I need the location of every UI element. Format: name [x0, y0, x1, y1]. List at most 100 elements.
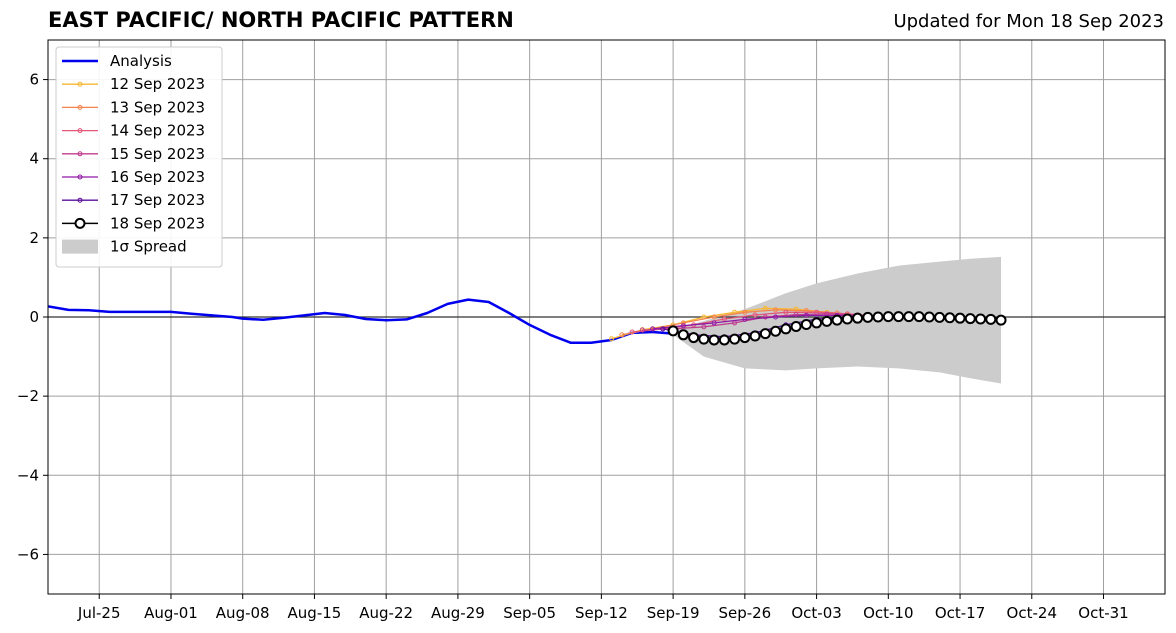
latest-forecast-point	[893, 311, 905, 323]
x-tick-label: Oct-31	[1078, 604, 1128, 622]
forecast-point	[660, 326, 666, 332]
forecast-point	[650, 326, 656, 332]
forecast-point	[742, 316, 748, 322]
forecast-point	[609, 336, 615, 342]
y-tick-label: −2	[17, 387, 39, 405]
latest-forecast-point	[944, 312, 956, 324]
x-tick-label: Sep-26	[718, 604, 771, 622]
x-tick-label: Sep-05	[503, 604, 556, 622]
latest-forecast-point	[800, 319, 812, 331]
legend-label: 16 Sep 2023	[110, 168, 205, 186]
latest-forecast-point	[749, 330, 761, 342]
latest-forecast-point	[780, 323, 792, 335]
forecast-point	[619, 332, 625, 338]
latest-forecast-point	[954, 312, 966, 324]
latest-forecast-point	[677, 329, 689, 341]
forecast-point	[639, 327, 645, 333]
forecast-point	[721, 316, 727, 322]
legend-swatch-latest-marker	[74, 217, 86, 229]
latest-forecast-point	[934, 311, 946, 323]
latest-forecast-point	[913, 311, 925, 323]
legend-label: 18 Sep 2023	[110, 214, 205, 232]
legend-label: 1σ Spread	[110, 238, 187, 256]
latest-forecast-point	[811, 317, 823, 329]
forecast-point	[773, 314, 779, 320]
latest-forecast-point	[667, 325, 679, 337]
x-tick-label: Oct-03	[791, 604, 841, 622]
x-tick-label: Oct-24	[1007, 604, 1057, 622]
latest-forecast-point	[985, 313, 997, 325]
y-tick-label: 6	[29, 71, 39, 89]
forecast-point	[793, 312, 799, 318]
legend-swatch-spread	[62, 239, 98, 254]
forecast-point	[752, 312, 758, 318]
latest-forecast-point	[770, 325, 782, 337]
y-tick-label: −6	[17, 545, 39, 563]
latest-forecast-point	[790, 320, 802, 332]
legend: Analysis 12 Sep 2023 13 Sep 2023 14 Sep 202…	[55, 46, 223, 268]
x-tick-label: Aug-22	[359, 604, 413, 622]
latest-forecast-point	[739, 332, 751, 344]
legend-label: 17 Sep 2023	[110, 191, 205, 209]
latest-forecast-point	[852, 312, 864, 324]
latest-forecast-point	[862, 311, 874, 323]
latest-forecast-point	[903, 311, 915, 323]
latest-forecast-point	[821, 315, 833, 327]
latest-forecast-point	[688, 332, 700, 344]
latest-forecast-point	[698, 333, 710, 345]
latest-forecast-point	[759, 328, 771, 340]
latest-forecast-point	[718, 334, 730, 346]
x-tick-label: Aug-29	[431, 604, 485, 622]
x-tick-label: Oct-17	[935, 604, 985, 622]
latest-forecast-point	[923, 311, 935, 323]
legend-label: Analysis	[110, 52, 172, 70]
legend-swatch-marker	[77, 128, 83, 134]
legend-box	[55, 46, 223, 268]
forecast-point	[680, 323, 686, 329]
forecast-point	[701, 324, 707, 330]
x-tick-label: Jul-25	[77, 604, 121, 622]
chart-title: EAST PACIFIC/ NORTH PACIFIC PATTERN	[48, 8, 514, 32]
y-tick-label: 0	[29, 308, 39, 326]
series-group	[48, 256, 1165, 384]
analysis-line	[48, 298, 674, 344]
legend-swatch-marker	[77, 104, 83, 110]
forecast-point	[742, 309, 748, 315]
x-tick-label: Sep-19	[647, 604, 700, 622]
y-tick-label: 4	[29, 150, 39, 168]
legend-label: 15 Sep 2023	[110, 145, 205, 163]
latest-forecast-point	[708, 334, 720, 346]
y-tick-label: 2	[29, 229, 39, 247]
latest-forecast-point	[729, 333, 741, 345]
x-tick-label: Aug-08	[216, 604, 270, 622]
y-tick-label: −4	[17, 466, 39, 484]
latest-forecast-point	[964, 313, 976, 325]
forecast-point	[803, 312, 809, 318]
latest-forecast-point	[831, 314, 843, 326]
forecast-point	[773, 307, 779, 313]
latest-forecast-point	[872, 311, 884, 323]
latest-forecast-point	[841, 313, 853, 325]
forecast-point	[680, 320, 686, 326]
forecast-point	[793, 306, 799, 312]
forecast-point	[711, 314, 717, 320]
x-tick-label: Oct-10	[863, 604, 913, 622]
x-tick-label: Aug-01	[144, 604, 198, 622]
latest-forecast-point	[995, 314, 1007, 326]
latest-forecast-point	[975, 313, 987, 325]
forecast-point	[629, 329, 635, 335]
latest-forecast-point	[882, 311, 894, 323]
legend-label: 14 Sep 2023	[110, 122, 205, 140]
updated-date: Updated for Mon 18 Sep 2023	[893, 11, 1164, 32]
forecast-point	[711, 320, 717, 326]
legend-label: 12 Sep 2023	[110, 75, 205, 93]
x-tick-label: Aug-15	[288, 604, 342, 622]
legend-swatch-marker	[77, 81, 83, 87]
legend-label: 13 Sep 2023	[110, 98, 205, 116]
legend-swatch-marker	[77, 197, 83, 203]
forecast-point	[783, 309, 789, 315]
legend-swatch-marker	[77, 151, 83, 157]
legend-swatch-marker	[77, 174, 83, 180]
x-tick-label: Sep-12	[575, 604, 628, 622]
